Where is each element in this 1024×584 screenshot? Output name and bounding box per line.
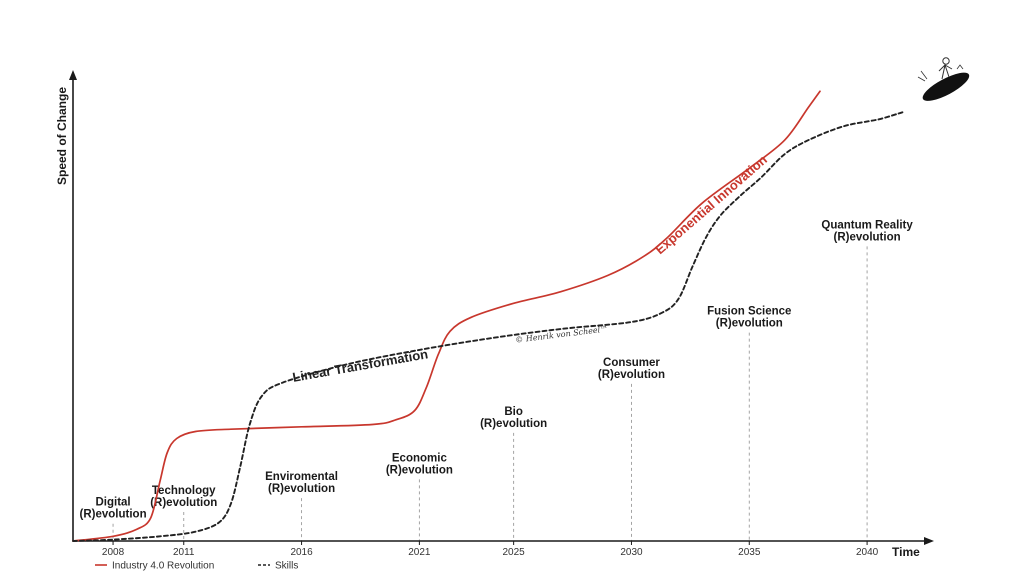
series-line-skills: [72, 111, 904, 542]
era-label-line1: Quantum Reality: [821, 219, 913, 231]
series: [72, 90, 904, 542]
x-axis-arrow-icon: [924, 537, 934, 545]
era-annotations: Digital(R)evolutionTechnology(R)evolutio…: [80, 219, 914, 520]
era-label-line2: (R)evolution: [150, 497, 217, 509]
era-label-line2: (R)evolution: [80, 509, 147, 521]
x-tick-label-2040: 2040: [856, 547, 879, 558]
curve-labels: Exponential Innovation Linear Transforma…: [291, 152, 770, 385]
x-tick-label-2016: 2016: [290, 547, 313, 558]
era-label-line2: (R)evolution: [834, 231, 901, 243]
surfer-icon: [917, 57, 970, 101]
series-label-exponential-innovation: Exponential Innovation: [652, 152, 770, 257]
era-label-line1: Economic: [392, 452, 448, 464]
y-axis-label: Speed of Change: [55, 87, 69, 185]
x-tick-label-2035: 2035: [738, 547, 761, 558]
legend-item-industry: Industry 4.0 Revolution: [95, 561, 214, 572]
era-label-line1: Fusion Science: [707, 306, 791, 318]
x-tick-label-2025: 2025: [503, 547, 526, 558]
era-label-line1: Bio: [504, 406, 523, 418]
legend: Industry 4.0 Revolution Skills: [95, 561, 298, 572]
x-tick-label-2011: 2011: [173, 547, 195, 558]
x-tick-label-2008: 2008: [102, 547, 125, 558]
x-ticks: 2008 2011 2016 2021 2025 2030 2035 2040: [102, 541, 879, 558]
series-label-linear-transformation: Linear Transformation: [291, 346, 429, 385]
era-label-line2: (R)evolution: [716, 318, 783, 330]
era-label-line2: (R)evolution: [268, 483, 335, 495]
era-label-line1: Enviromental: [265, 471, 338, 483]
series-line-industry-4-0-revolution: [72, 90, 821, 542]
era-label-line2: (R)evolution: [480, 418, 547, 430]
x-tick-label-2030: 2030: [620, 547, 643, 558]
era-label-line2: (R)evolution: [386, 464, 453, 476]
axes: Speed of Change Time: [55, 70, 934, 559]
y-axis-arrow-icon: [69, 70, 77, 80]
copyright-text: © Henrik von Scheel™: [515, 324, 609, 344]
era-label-line2: (R)evolution: [598, 369, 665, 381]
era-label-line1: Technology: [152, 485, 216, 497]
era-label-line1: Consumer: [603, 357, 660, 369]
svg-text:Skills: Skills: [275, 561, 298, 572]
x-tick-label-2021: 2021: [408, 547, 431, 558]
svg-text:Industry 4.0 Revolution: Industry 4.0 Revolution: [112, 561, 214, 572]
era-label-line1: Digital: [95, 497, 130, 509]
legend-item-skills: Skills: [258, 561, 298, 572]
x-axis-label: Time: [892, 545, 920, 559]
guide-lines: [112, 246, 868, 541]
